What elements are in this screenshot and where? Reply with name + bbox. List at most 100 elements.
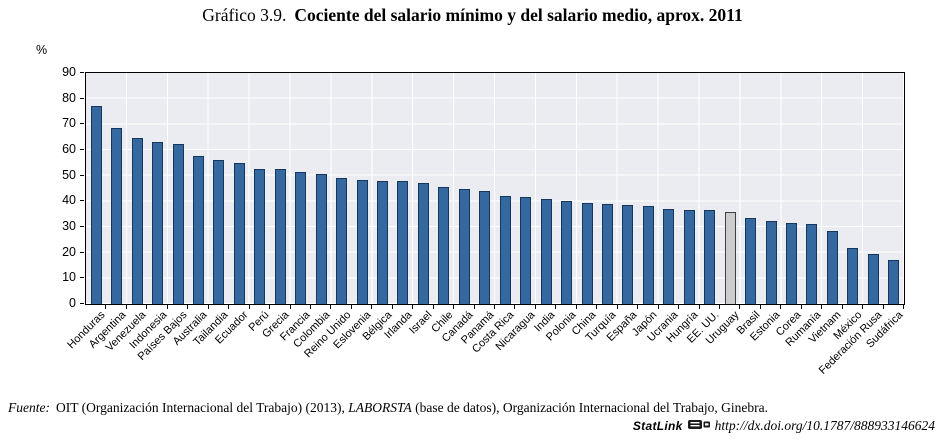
x-axis-tick: [616, 305, 618, 309]
x-axis-tick: [698, 305, 700, 309]
x-axis-tick: [330, 305, 332, 309]
x-axis-tick: [514, 305, 516, 309]
y-axis-label-40: 40: [62, 193, 76, 208]
bar-tailandia: [213, 160, 225, 304]
y-axis-tick: [80, 72, 84, 73]
bar-estonia: [765, 220, 777, 304]
bar-reino-unido: [336, 178, 348, 304]
y-axis-tick: [80, 277, 84, 279]
bar-panam-: [479, 191, 491, 304]
bar-corea: [786, 223, 798, 304]
statlink-url[interactable]: http://dx.doi.org/10.1787/888933146624: [714, 418, 935, 433]
y-axis-label-0: 0: [69, 296, 76, 310]
y-axis-tick: [80, 149, 84, 150]
bar-venezuela: [131, 138, 143, 304]
bar-chile: [438, 187, 450, 304]
x-axis-tick: [903, 305, 904, 309]
bar-hungr-a: [683, 210, 695, 304]
y-axis-label-30: 30: [62, 219, 76, 233]
x-axis-tick: [555, 305, 557, 309]
x-axis-tick: [309, 305, 311, 309]
source-text-post: (base de datos), Organización Internacio…: [411, 400, 769, 415]
x-axis-tick: [534, 305, 536, 309]
x-axis-tick: [228, 305, 230, 309]
bar-espa-a: [622, 205, 634, 304]
bar-ecuador: [233, 162, 245, 304]
bar-canad-: [458, 188, 470, 304]
bar-eslovenia: [356, 179, 368, 304]
bar-federaci-n-rusa: [867, 253, 879, 304]
bar-sud-frica: [888, 260, 900, 304]
bar-francia: [295, 171, 307, 304]
y-axis-label-50: 50: [62, 167, 76, 182]
bar-brasil: [745, 218, 757, 304]
x-axis-tick: [187, 305, 189, 309]
y-axis-label-90: 90: [62, 65, 76, 79]
x-axis-tick: [821, 305, 823, 309]
bar-vietnam: [826, 230, 838, 304]
plot-area: [85, 72, 905, 305]
source-label: Fuente:: [8, 400, 50, 415]
x-axis-tick: [739, 305, 741, 309]
bar-per-: [254, 169, 266, 304]
chart-number: Gráfico 3.9.: [202, 5, 287, 25]
chart-title: Gráfico 3.9. Cociente del salario mínimo …: [0, 5, 945, 26]
bar-argentina: [111, 128, 123, 304]
x-axis-tick: [166, 305, 168, 309]
bar-b-lgica: [377, 180, 389, 304]
bar-nicaragua: [520, 197, 532, 304]
x-axis-tick: [657, 305, 659, 309]
x-axis-tick: [412, 305, 414, 309]
x-axis-tick: [596, 305, 598, 309]
x-axis-tick: [494, 305, 495, 309]
y-axis-tick: [80, 251, 84, 253]
gridlines: [86, 73, 904, 304]
bar-costa-rica: [499, 196, 511, 304]
x-axis-tick: [453, 305, 455, 309]
x-axis-tick: [800, 305, 802, 309]
y-axis-tick: [80, 174, 84, 176]
source-database-name: LABORSTA: [348, 400, 412, 415]
bar-china: [581, 202, 593, 304]
statlink-label: StatLink: [632, 419, 683, 433]
bar-jap-n: [642, 206, 654, 304]
y-axis-label-10: 10: [62, 270, 76, 285]
statlink: StatLink http://dx.doi.org/10.1787/88893…: [633, 418, 935, 434]
x-axis-tick: [637, 305, 639, 309]
x-axis-tick: [391, 305, 393, 309]
y-axis-label-20: 20: [62, 244, 76, 259]
source-note: Fuente: OIT (Organización Internacional d…: [8, 400, 937, 416]
y-axis-unit-label: %: [36, 43, 48, 57]
y-axis-label-80: 80: [62, 90, 76, 105]
y-axis-tick: [80, 123, 84, 125]
bar-grecia: [274, 169, 286, 304]
x-axis-tick: [473, 305, 475, 309]
x-axis-tick: [882, 305, 884, 309]
x-axis-tick: [371, 305, 373, 309]
bar-ruman-a: [806, 224, 818, 304]
bar-indonesia: [152, 142, 164, 304]
chart-title-text: Cociente del salario mínimo y del salari…: [294, 5, 743, 25]
x-axis-tick: [780, 305, 782, 309]
x-axis-tick: [269, 305, 271, 309]
x-axis-tick: [125, 305, 127, 309]
x-axis-tick: [289, 305, 291, 309]
bar-uruguay: [724, 211, 736, 304]
bar-australia: [192, 156, 204, 304]
x-axis-tick: [207, 305, 209, 309]
bar-turqu-a: [601, 203, 613, 304]
bar-ucrania: [663, 209, 675, 304]
y-axis-tick: [80, 97, 84, 99]
bar-israel: [417, 183, 429, 304]
bar-honduras: [90, 106, 102, 304]
bar-colombia: [315, 174, 327, 304]
y-axis-tick: [80, 226, 84, 227]
bar-ee-uu-: [704, 210, 716, 304]
x-axis-tick: [759, 305, 761, 309]
bar-polonia: [561, 201, 573, 304]
x-axis-tick: [718, 305, 720, 309]
x-axis-tick: [678, 305, 680, 309]
x-axis-tick: [105, 305, 107, 309]
bar-pa-ses-bajos: [172, 143, 184, 304]
x-axis-tick: [575, 305, 577, 309]
